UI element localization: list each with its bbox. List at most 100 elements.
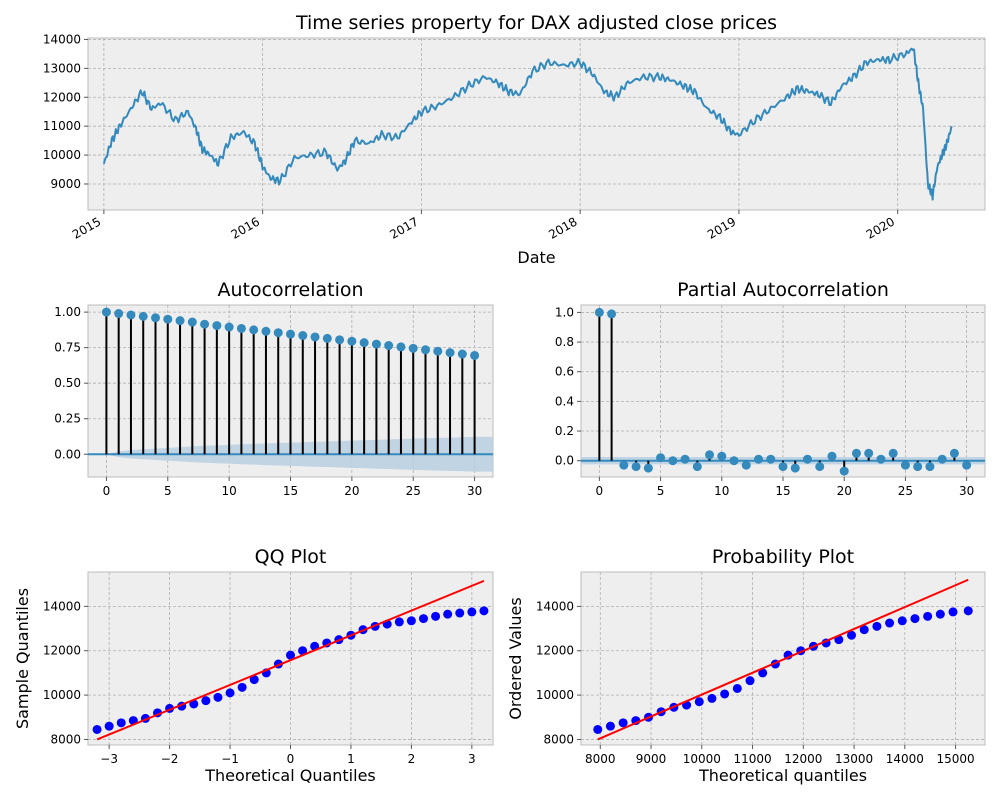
pacf-marker: [925, 462, 935, 472]
acf-marker: [187, 317, 197, 327]
pacf-marker: [876, 454, 886, 464]
pacf-marker: [864, 448, 874, 458]
pacf-marker: [766, 454, 776, 464]
qq-point: [431, 611, 441, 621]
prob-point: [872, 621, 882, 631]
price-series-line: [102, 47, 953, 201]
prob-point: [593, 724, 603, 734]
prob-point: [923, 611, 933, 621]
pacf-marker: [962, 460, 972, 470]
qq-point: [237, 682, 247, 692]
qq-point: [225, 688, 235, 698]
acf-marker: [249, 325, 259, 335]
y-tick-label: 0.4: [555, 394, 574, 408]
x-tick-label: 13000: [835, 752, 873, 766]
y-tick-label: 0.50: [54, 376, 81, 390]
acf-marker: [273, 328, 283, 338]
prob-point: [720, 689, 730, 699]
qq-point: [201, 696, 211, 706]
pacf-marker: [607, 309, 617, 319]
x-tick-label: 15000: [936, 752, 974, 766]
x-tick-label: 2018: [546, 214, 579, 241]
x-tick-label: 14000: [886, 752, 924, 766]
y-tick-label: 0.8: [555, 335, 574, 349]
qq-point: [116, 718, 126, 728]
prob-point: [859, 625, 869, 635]
prob-point: [745, 676, 755, 686]
prob-point: [935, 609, 945, 619]
acf-marker: [175, 316, 185, 326]
pacf-marker: [631, 462, 641, 472]
prob-panel: 8000 9000 10000 11000 12000 13000 14000 15000 80…: [506, 546, 986, 785]
prob-point: [605, 721, 615, 731]
x-tick-label: −2: [161, 752, 179, 766]
y-axis-label: Ordered Values: [506, 597, 525, 719]
pacf-marker: [705, 450, 715, 460]
acf-marker: [445, 348, 455, 358]
pacf-marker: [729, 456, 739, 466]
x-tick-label: 2019: [705, 214, 738, 241]
pacf-marker: [937, 454, 947, 464]
acf-marker: [457, 349, 467, 359]
pacf-marker: [680, 454, 690, 464]
prob-point: [897, 616, 907, 626]
acf-marker: [347, 336, 357, 346]
acf-marker: [335, 335, 345, 345]
x-tick-label: 11000: [733, 752, 771, 766]
qq-point: [394, 617, 404, 627]
pacf-marker: [619, 460, 629, 470]
y-tick-label: 10000: [43, 148, 81, 162]
acf-marker: [421, 345, 430, 355]
qq-point: [249, 675, 259, 685]
pacf-marker: [790, 463, 800, 473]
x-tick-label: 2020: [864, 214, 897, 241]
acf-marker: [236, 323, 246, 333]
x-tick-label: 15: [283, 484, 298, 498]
qq-fit-line: [96, 579, 485, 741]
y-tick-label: 0.25: [54, 412, 81, 426]
qq-point: [443, 609, 453, 619]
pacf-marker: [851, 448, 861, 458]
x-tick-label: 0: [287, 752, 295, 766]
acf-marker: [224, 322, 234, 332]
x-axis-label: Date: [517, 248, 555, 267]
qq-point: [286, 650, 295, 660]
pacf-data-layer: [581, 307, 985, 476]
pacf-marker: [900, 460, 910, 470]
pacf-marker: [827, 451, 837, 461]
x-tick-label: −3: [100, 752, 118, 766]
acf-marker: [396, 342, 406, 352]
acf-marker: [433, 346, 443, 356]
x-tick-label: 2017: [387, 214, 420, 241]
y-tick-label: 8000: [50, 732, 81, 746]
pacf-panel: 0 5 10 15 20 25 30 0.0 0.2 0.4 0.6 0.8 1.0 Partial Au…: [555, 279, 986, 498]
acf-marker: [298, 331, 308, 341]
prob-point: [758, 668, 768, 678]
qq-point: [298, 646, 308, 656]
qq-point: [213, 692, 223, 702]
y-tick-label: 8000: [543, 732, 574, 746]
pacf-marker: [815, 462, 825, 472]
acf-marker: [151, 313, 160, 323]
x-tick-label: 8000: [585, 752, 616, 766]
qq-point: [92, 724, 102, 734]
acf-marker: [101, 307, 111, 317]
y-axis-label: Sample Quantiles: [13, 588, 32, 729]
acf-data-layer: [88, 307, 493, 472]
x-tick-label: −1: [221, 752, 239, 766]
acf-marker: [286, 329, 295, 339]
chart-title: Autocorrelation: [217, 279, 363, 301]
acf-marker: [261, 326, 271, 336]
y-tick-label: 12000: [536, 644, 574, 658]
chart-title: Time series property for DAX adjusted cl…: [295, 12, 777, 34]
chart-title: Partial Autocorrelation: [677, 279, 889, 301]
prob-point: [694, 697, 704, 707]
x-tick-label: 1: [347, 752, 355, 766]
acf-marker: [212, 321, 222, 331]
x-tick-label: 2: [408, 752, 416, 766]
x-tick-label: 0: [103, 484, 111, 498]
qq-panel: −3 −2 −1 0 1 2 3 8000 10000 12000 14000 QQ Plot Theo…: [13, 546, 494, 785]
y-tick-label: 0.0: [555, 454, 574, 468]
acf-marker: [126, 310, 136, 320]
